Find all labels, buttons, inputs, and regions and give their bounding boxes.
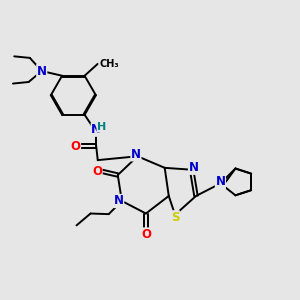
Text: N: N [91, 123, 101, 136]
Text: N: N [37, 64, 47, 77]
Text: S: S [171, 211, 179, 224]
Text: N: N [188, 161, 199, 174]
Text: N: N [131, 148, 141, 161]
Text: O: O [141, 228, 151, 241]
Text: N: N [215, 176, 225, 188]
Text: N: N [114, 194, 124, 208]
Text: CH₃: CH₃ [99, 59, 118, 69]
Text: O: O [92, 165, 102, 178]
Text: O: O [70, 140, 80, 152]
Text: H: H [97, 122, 106, 132]
